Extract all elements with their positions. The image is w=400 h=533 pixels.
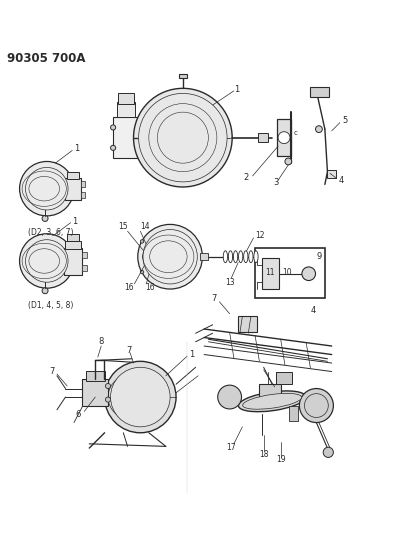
Bar xyxy=(64,248,82,276)
Text: 14: 14 xyxy=(140,222,150,231)
Text: 13: 13 xyxy=(225,278,234,287)
Bar xyxy=(113,117,137,158)
Circle shape xyxy=(105,361,176,433)
Ellipse shape xyxy=(249,251,253,263)
Ellipse shape xyxy=(228,251,233,263)
Bar xyxy=(66,179,81,200)
Bar xyxy=(178,74,187,78)
Bar xyxy=(200,253,208,260)
Text: 10: 10 xyxy=(283,268,292,277)
Text: 9: 9 xyxy=(316,252,322,261)
Text: 15: 15 xyxy=(118,222,128,231)
Text: 7: 7 xyxy=(126,346,132,355)
Circle shape xyxy=(218,385,242,409)
Bar xyxy=(276,372,292,384)
Text: 90305 700A: 90305 700A xyxy=(7,52,85,64)
Circle shape xyxy=(316,126,322,133)
Ellipse shape xyxy=(243,393,302,409)
Text: 11: 11 xyxy=(266,268,275,277)
Circle shape xyxy=(146,264,151,270)
Ellipse shape xyxy=(238,391,306,411)
Circle shape xyxy=(42,288,48,294)
Bar xyxy=(116,102,135,117)
Circle shape xyxy=(110,146,116,150)
Circle shape xyxy=(323,447,333,457)
Circle shape xyxy=(138,224,202,289)
Circle shape xyxy=(26,240,68,282)
Bar xyxy=(82,379,108,406)
Text: 7: 7 xyxy=(49,367,54,376)
Circle shape xyxy=(20,161,74,216)
Bar xyxy=(238,316,257,332)
Circle shape xyxy=(139,93,227,182)
Text: 1: 1 xyxy=(72,216,78,225)
Text: 4: 4 xyxy=(310,306,316,315)
Circle shape xyxy=(143,230,197,284)
Text: 1: 1 xyxy=(74,144,79,153)
Bar xyxy=(118,93,134,103)
Text: (D2, 3, 6, 7): (D2, 3, 6, 7) xyxy=(28,229,74,237)
Bar xyxy=(67,234,79,241)
Bar xyxy=(137,126,142,133)
Text: 18: 18 xyxy=(259,449,268,458)
Bar xyxy=(81,181,85,187)
Bar xyxy=(262,251,274,263)
Circle shape xyxy=(106,397,110,402)
Bar xyxy=(86,370,105,381)
Text: 16: 16 xyxy=(145,283,154,292)
Text: 17: 17 xyxy=(226,443,236,452)
Ellipse shape xyxy=(234,251,238,263)
Text: 7: 7 xyxy=(212,294,217,303)
Circle shape xyxy=(282,253,291,261)
Circle shape xyxy=(110,367,170,427)
Bar xyxy=(255,248,325,297)
Bar xyxy=(328,170,336,179)
Text: 16: 16 xyxy=(124,283,134,292)
Ellipse shape xyxy=(254,251,258,263)
Bar xyxy=(66,240,81,249)
Circle shape xyxy=(134,88,232,187)
Text: c: c xyxy=(294,131,297,136)
Bar xyxy=(259,384,281,400)
Bar xyxy=(82,253,87,259)
Bar xyxy=(277,119,291,156)
Text: 4: 4 xyxy=(338,176,344,184)
Text: (D1, 4, 5, 8): (D1, 4, 5, 8) xyxy=(28,301,74,310)
Bar xyxy=(258,133,268,142)
Circle shape xyxy=(20,234,74,288)
Circle shape xyxy=(278,132,290,143)
Bar xyxy=(67,172,79,179)
Text: 1: 1 xyxy=(234,85,239,94)
Bar xyxy=(310,87,329,97)
Text: 3: 3 xyxy=(274,178,279,187)
Circle shape xyxy=(304,394,328,417)
Ellipse shape xyxy=(238,251,243,263)
Text: 1: 1 xyxy=(189,350,194,359)
Circle shape xyxy=(26,167,68,210)
Circle shape xyxy=(302,267,316,280)
Text: 12: 12 xyxy=(255,231,265,240)
Circle shape xyxy=(142,255,147,259)
Text: 8: 8 xyxy=(98,337,104,346)
Circle shape xyxy=(285,158,292,165)
Circle shape xyxy=(299,389,333,423)
Ellipse shape xyxy=(223,251,228,263)
Circle shape xyxy=(106,383,110,389)
Bar xyxy=(289,406,298,421)
Circle shape xyxy=(110,125,116,130)
Circle shape xyxy=(146,244,151,249)
Bar xyxy=(262,259,279,289)
Text: 5: 5 xyxy=(342,116,347,125)
Circle shape xyxy=(140,270,144,274)
Bar xyxy=(82,265,87,271)
Ellipse shape xyxy=(244,251,248,263)
Text: 6: 6 xyxy=(76,410,81,419)
Bar xyxy=(81,192,85,198)
Bar xyxy=(137,142,142,150)
Text: 19: 19 xyxy=(276,456,286,464)
Text: 2: 2 xyxy=(243,173,248,182)
Circle shape xyxy=(140,240,144,243)
Circle shape xyxy=(42,215,48,221)
